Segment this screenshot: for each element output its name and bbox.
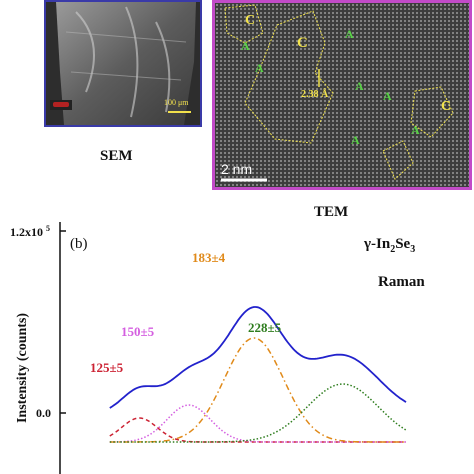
tem-region-label: A (241, 39, 250, 53)
tem-scale-label: 2 nm (221, 161, 253, 177)
peak-125-fit (109, 417, 406, 443)
tem-region-label: C (245, 13, 256, 28)
series-layer (109, 306, 407, 443)
peak-228-fit (109, 383, 407, 443)
sem-caption: SEM (100, 148, 133, 164)
peak-183-fit (109, 337, 406, 443)
peak-label: 228±5 (248, 320, 282, 335)
tem-d-spacing: 2.38 Å (301, 89, 329, 100)
peak-150-fit (109, 404, 406, 443)
sem-scale-label: 100 μm (164, 98, 189, 107)
chart-title: γ-In2Se3 (363, 236, 415, 255)
sem-micrograph: 100 μm (44, 0, 202, 127)
y-tick-zero: 0.0 (36, 406, 51, 420)
tem-region-label: A (411, 123, 420, 137)
tem-region-outlines (224, 4, 454, 180)
tem-region-label: A (351, 133, 360, 147)
peak-label: 150±5 (121, 324, 155, 339)
peak-labels: 125±5 150±5 183±4 228±5 (90, 250, 282, 375)
tem-region-label: A (355, 79, 364, 93)
y-tick-top-text: 1.2x10 (10, 225, 43, 239)
raman-chart: Instensity (counts) 1.2x10 5 0.0 (b) γ-I… (10, 222, 425, 474)
tem-caption: TEM (314, 204, 349, 220)
tem-micrograph: 2.38 Å 2 nm C A C A A A A A C A (212, 0, 472, 190)
peak-label: 183±4 (192, 250, 226, 265)
chart-subtitle: Raman (378, 274, 425, 290)
tem-region-label: C (441, 99, 452, 114)
tem-region-label: A (345, 27, 354, 41)
y-tick-top: 1.2x10 5 (10, 224, 50, 239)
tem-region-label: A (255, 61, 264, 75)
sum-curve (109, 306, 407, 409)
y-axis-label: Instensity (counts) (15, 313, 30, 423)
y-tick-top-exponent: 5 (46, 224, 50, 233)
tem-region-label: A (383, 89, 392, 103)
tem-region-label: C (297, 35, 308, 51)
peak-label: 125±5 (90, 360, 124, 375)
panel-label: (b) (70, 236, 88, 252)
